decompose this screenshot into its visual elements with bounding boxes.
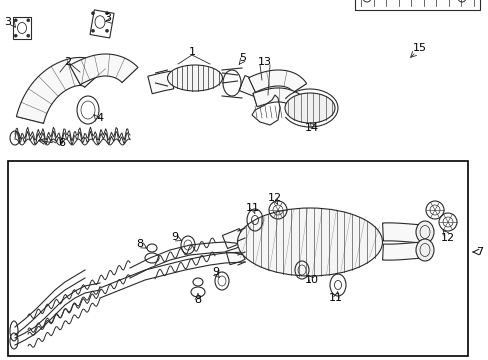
Polygon shape xyxy=(17,58,105,123)
Text: 12: 12 xyxy=(267,193,282,203)
Ellipse shape xyxy=(167,65,222,91)
Ellipse shape xyxy=(415,221,433,243)
Ellipse shape xyxy=(237,208,382,276)
Circle shape xyxy=(105,12,108,15)
Circle shape xyxy=(27,19,30,22)
Polygon shape xyxy=(248,70,306,93)
Polygon shape xyxy=(222,229,244,248)
Circle shape xyxy=(91,12,94,15)
Polygon shape xyxy=(70,54,138,85)
Text: 9: 9 xyxy=(171,232,178,242)
Text: 9: 9 xyxy=(212,267,219,277)
Text: 14: 14 xyxy=(305,123,318,133)
Text: 2: 2 xyxy=(64,57,71,67)
Ellipse shape xyxy=(415,239,433,261)
Text: 11: 11 xyxy=(328,293,342,303)
Text: 8: 8 xyxy=(136,239,143,249)
Text: 12: 12 xyxy=(440,233,454,243)
Circle shape xyxy=(27,34,30,37)
Text: 1: 1 xyxy=(188,47,195,57)
Text: 10: 10 xyxy=(305,275,318,285)
Text: 15: 15 xyxy=(412,43,426,53)
Bar xyxy=(13,17,31,39)
Text: 5: 5 xyxy=(239,53,246,63)
Bar xyxy=(8,161,467,356)
Polygon shape xyxy=(382,223,425,243)
Bar xyxy=(90,10,114,38)
Polygon shape xyxy=(225,247,244,265)
Text: 4: 4 xyxy=(96,113,103,123)
Text: 3: 3 xyxy=(104,13,111,23)
Polygon shape xyxy=(252,88,306,110)
Text: 13: 13 xyxy=(258,57,271,67)
Polygon shape xyxy=(239,76,262,98)
Text: 7: 7 xyxy=(475,247,483,257)
Circle shape xyxy=(14,19,17,22)
Text: 8: 8 xyxy=(194,295,201,305)
Circle shape xyxy=(105,29,108,32)
Polygon shape xyxy=(147,71,173,94)
Polygon shape xyxy=(382,242,425,260)
Ellipse shape xyxy=(285,93,334,123)
Text: 6: 6 xyxy=(58,138,65,148)
Text: 11: 11 xyxy=(245,203,260,213)
Circle shape xyxy=(14,34,17,37)
Text: 3: 3 xyxy=(4,17,12,27)
Circle shape xyxy=(91,29,94,32)
